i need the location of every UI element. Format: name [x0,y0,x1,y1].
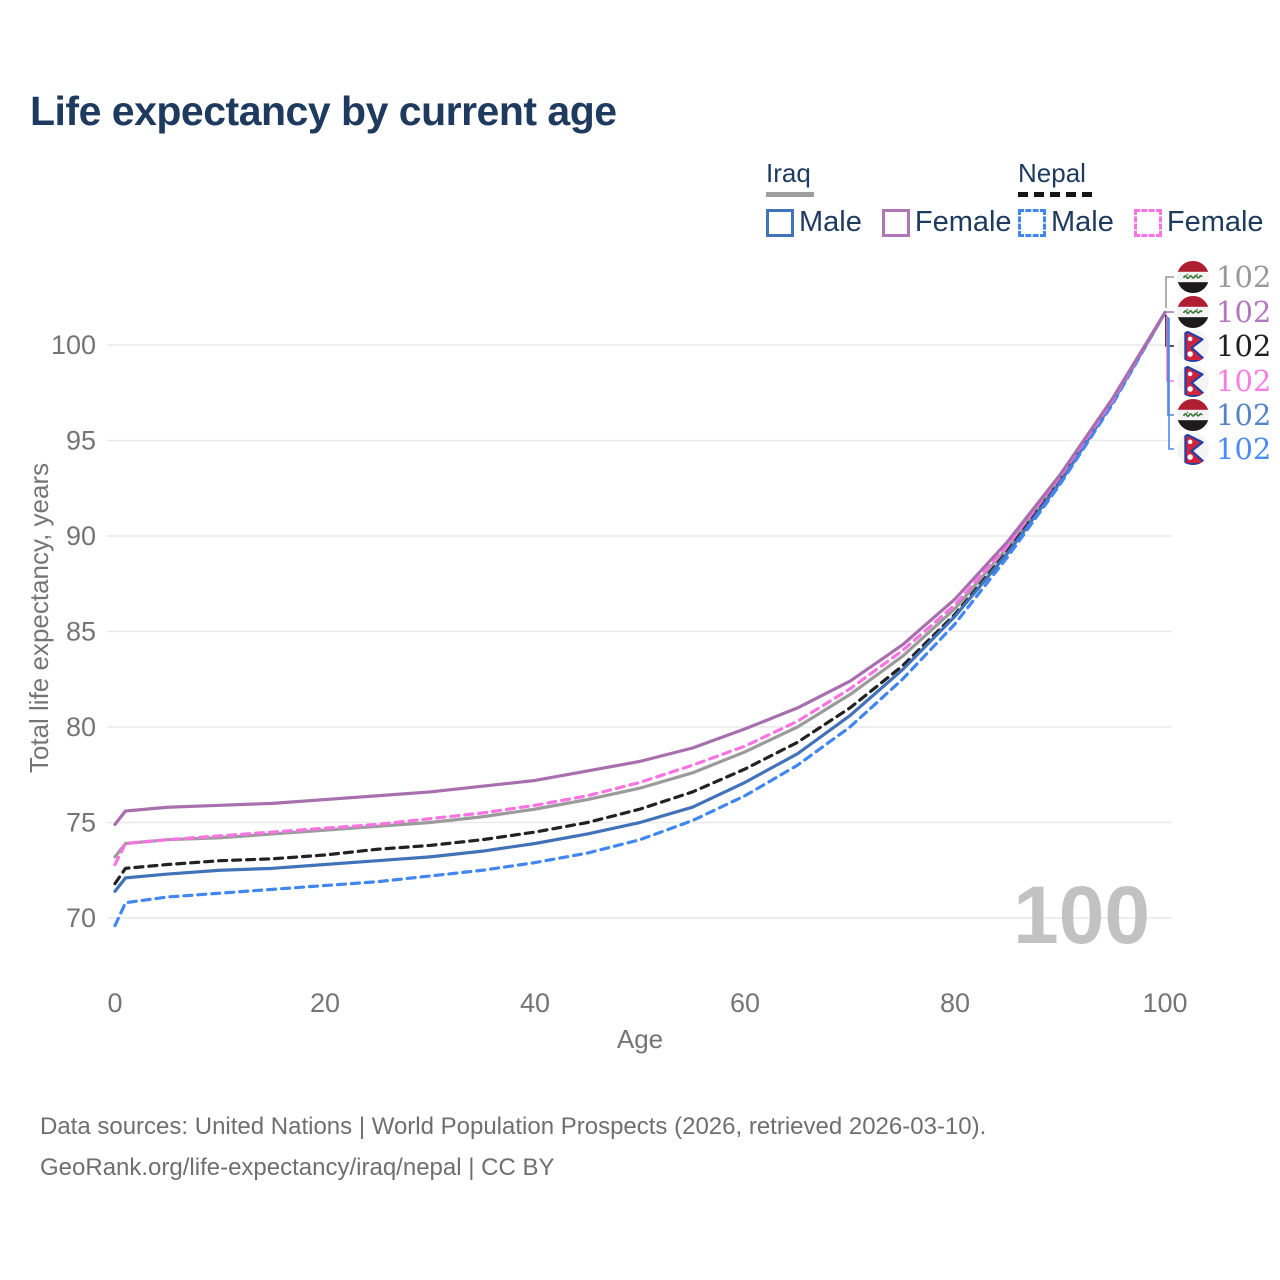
svg-text:80: 80 [940,988,970,1018]
nepal-flag-icon [1176,364,1210,398]
end-value: 102 [1216,260,1272,294]
iraq-male-swatch-icon [766,208,794,237]
iraq-female-swatch-icon [881,208,910,237]
end-value: 102 [1216,295,1272,329]
line-nepal-female[interactable] [113,310,1167,867]
line-iraq-both[interactable] [113,310,1167,859]
legend-item-iraq-male[interactable]: Male [766,206,862,239]
end-label-iraq-both: 102 [1176,260,1271,294]
age-counter-watermark: 100 [1013,870,1150,961]
iraq-flag-icon [1176,260,1210,294]
legend-nepal-underline [1018,192,1092,197]
leader-line-iraq-male [1167,317,1174,416]
legend-item-label: Female [914,206,1012,238]
legend-group-iraq: Iraq Male Female [766,158,1032,239]
svg-text:70: 70 [66,903,96,933]
svg-text:100: 100 [1142,988,1187,1018]
end-label-iraq-female: 102 [1176,295,1271,329]
line-nepal-both[interactable] [113,310,1167,886]
y-axis-title: Total life expectancy, years [24,463,54,773]
x-axis-tick-labels: 0 20 40 60 80 100 [107,988,1187,1018]
y-axis-tick-labels: 70 75 80 85 90 95 100 [51,330,96,933]
data-source-footer: Data sources: United Nations | World Pop… [40,1106,986,1188]
iraq-flag-icon [1176,295,1210,329]
line-iraq-male[interactable] [113,310,1167,893]
nepal-female-swatch-icon [1133,208,1162,237]
svg-text:75: 75 [66,808,96,838]
legend-iraq-title: Iraq [766,158,811,188]
leader-line-nepal-both [1165,315,1174,347]
svg-text:80: 80 [66,712,96,742]
svg-text:40: 40 [520,988,550,1018]
leader-line-nepal-male [1168,318,1174,450]
svg-text:95: 95 [66,426,96,456]
line-nepal-male[interactable] [113,310,1167,928]
life-expectancy-chart: 70 75 80 85 90 95 100 0 20 40 60 80 100 Total life … [24,276,1188,1054]
svg-text:60: 60 [730,988,760,1018]
nepal-flag-icon [1176,432,1210,466]
svg-text:20: 20 [310,988,340,1018]
legend-nepal-title: Nepal [1018,158,1086,188]
svg-text:100: 100 [51,330,96,360]
svg-text:90: 90 [66,521,96,551]
legend-iraq-underline [766,192,814,197]
svg-text:0: 0 [107,988,122,1018]
svg-text:85: 85 [66,617,96,647]
end-value: 102 [1216,432,1272,466]
nepal-male-swatch-icon [1018,208,1046,237]
legend-item-iraq-female[interactable]: Female [881,206,1012,239]
end-value: 102 [1216,329,1272,363]
leader-line-nepal-female [1166,316,1174,382]
legend-item-nepal-male[interactable]: Male [1018,206,1114,239]
footer-sources-line: Data sources: United Nations | World Pop… [40,1113,987,1140]
legend-item-label: Male [799,206,862,238]
iraq-flag-icon [1176,398,1210,432]
end-value: 102 [1216,364,1272,398]
gridlines [107,344,1172,919]
end-label-nepal-both: 102 [1176,329,1271,363]
legend-item-label: Female [1166,206,1264,238]
line-iraq-female[interactable] [113,310,1167,827]
end-label-nepal-female: 102 [1176,364,1271,398]
leader-line-iraq-both [1165,276,1174,308]
legend-item-label: Male [1051,206,1114,238]
end-label-nepal-male: 102 [1176,432,1271,466]
end-value: 102 [1216,398,1272,432]
legend-item-nepal-female[interactable]: Female [1133,206,1264,239]
legend-group-nepal: Nepal Male Female [1018,158,1280,239]
end-label-iraq-male: 102 [1176,398,1271,432]
page-title: Life expectancy by current age [30,88,617,134]
nepal-flag-icon [1176,329,1210,363]
footer-attribution-line: GeoRank.org/life-expectancy/iraq/nepal |… [40,1154,555,1181]
x-axis-title: Age [617,1024,663,1054]
